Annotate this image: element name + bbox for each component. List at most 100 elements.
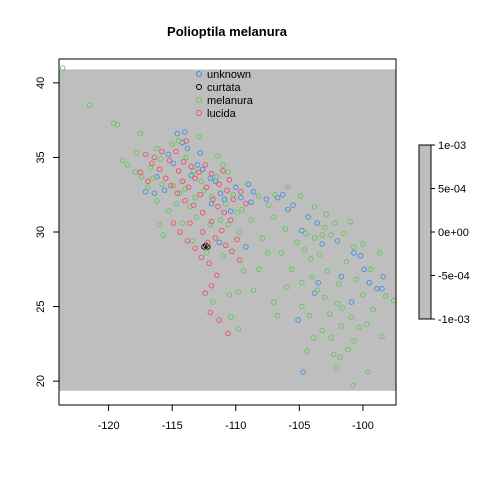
data-point (263, 196, 270, 202)
data-point (165, 151, 172, 158)
y-tick-label: 35 (35, 151, 47, 163)
data-point (255, 193, 262, 199)
data-point (274, 312, 281, 319)
data-point (203, 184, 210, 191)
data-point (157, 156, 164, 162)
data-point (216, 181, 222, 188)
data-point (360, 291, 366, 298)
data-point (225, 330, 231, 337)
data-point (344, 347, 351, 353)
x-tick-label: -110 (225, 420, 246, 432)
raster-background (59, 69, 396, 391)
data-point (225, 169, 231, 176)
data-point (224, 187, 230, 193)
data-point (338, 273, 345, 280)
data-point (184, 145, 191, 152)
data-point (238, 188, 244, 195)
data-point (302, 230, 309, 237)
data-point (151, 190, 158, 196)
data-point (213, 272, 220, 279)
data-point (383, 293, 389, 299)
data-point (170, 160, 177, 167)
data-point (290, 202, 296, 208)
data-point (187, 220, 193, 226)
data-point (295, 317, 301, 323)
legend-item: lucida (196, 108, 237, 120)
data-point (198, 178, 205, 185)
legend-marker (196, 110, 202, 116)
data-point (208, 171, 215, 177)
data-point (299, 303, 305, 310)
data-point (299, 279, 305, 286)
colorbar-label: -5e-04 (438, 271, 470, 283)
data-point (203, 250, 210, 256)
data-point (333, 364, 339, 371)
data-point (319, 241, 325, 247)
data-point (341, 230, 347, 237)
data-point (177, 190, 183, 196)
data-point (208, 282, 215, 289)
data-point (235, 326, 242, 332)
data-point (208, 193, 215, 199)
data-point (282, 226, 289, 232)
data-point (220, 253, 226, 259)
data-point (189, 238, 196, 244)
data-point (222, 242, 229, 249)
data-point (215, 203, 221, 210)
data-point (327, 311, 333, 317)
data-point (361, 266, 367, 273)
legend-label: melanura (207, 95, 254, 107)
data-point (348, 299, 355, 305)
data-point (250, 188, 257, 195)
data-point (311, 203, 318, 210)
data-point (243, 200, 249, 207)
data-point (179, 178, 186, 185)
data-point (210, 196, 216, 202)
data-point (376, 250, 383, 256)
data-point (236, 257, 243, 264)
series-unknown (142, 129, 387, 375)
data-point (179, 220, 186, 226)
y-tick-label: 40 (35, 77, 47, 89)
series-lucida (137, 138, 249, 337)
data-point (250, 287, 257, 293)
data-point (319, 232, 325, 238)
data-point (159, 181, 165, 188)
data-point (380, 273, 387, 280)
data-point (159, 148, 165, 155)
data-point (168, 183, 174, 189)
data-point (227, 208, 234, 214)
legend-item: curtata (196, 82, 242, 94)
colorbar-label: 5e-04 (438, 184, 466, 196)
data-point (351, 250, 357, 256)
y-axis: 20 25 30 35 40 (35, 77, 60, 387)
data-point (142, 188, 149, 195)
data-point (192, 245, 198, 252)
data-point (226, 177, 233, 183)
data-point (166, 157, 173, 164)
legend-label: lucida (207, 108, 237, 120)
data-point (314, 287, 320, 293)
data-point (219, 227, 225, 234)
data-point (175, 138, 182, 144)
data-point (196, 169, 202, 176)
colorbar: 1e-03 5e-04 0e+00 -5e-04 -1e-03 (418, 140, 470, 326)
data-point (314, 220, 320, 226)
data-point (197, 191, 203, 198)
x-tick-label: -120 (98, 420, 120, 432)
data-point (150, 175, 156, 182)
data-point (173, 200, 179, 207)
data-point (297, 193, 304, 199)
data-point (220, 168, 226, 174)
legend-label: curtata (207, 82, 242, 94)
data-point (142, 151, 149, 158)
data-point (288, 266, 295, 273)
data-point (175, 168, 182, 174)
data-point (301, 247, 308, 253)
data-point (217, 190, 224, 196)
data-point (182, 129, 188, 135)
data-point (266, 202, 272, 208)
colorbar-swatch (418, 144, 432, 320)
data-point (339, 305, 346, 311)
